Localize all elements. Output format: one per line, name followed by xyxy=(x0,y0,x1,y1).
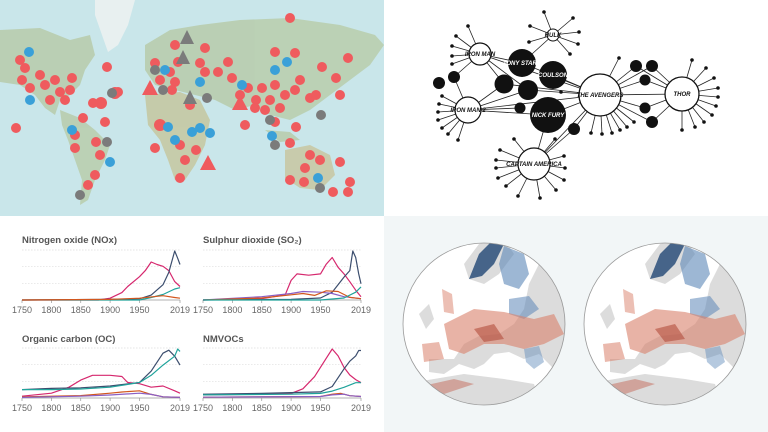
chart-so2: Sulphur dioxide (SO₂) 1750 1800 1850 1900 19… xyxy=(193,235,371,315)
europe-maps-svg xyxy=(402,242,747,406)
x-tick-label: 2019 xyxy=(351,403,371,413)
series-line-navy xyxy=(202,349,361,395)
node-label: CAPTAIN AMERICA xyxy=(506,162,562,168)
x-tick-label: 1900 xyxy=(100,403,120,413)
chart-oc: Organic carbon (OC) 1750 1800 1850 1900 1950… xyxy=(12,334,190,413)
node-captain-america[interactable]: CAPTAIN AMERICA xyxy=(506,147,562,181)
node-label: IRON MAN 2 xyxy=(450,108,486,114)
world-hazard-map xyxy=(0,0,384,216)
series-line-pink xyxy=(22,261,181,301)
node-label: TONY STARK xyxy=(503,61,542,67)
x-tick-label: 2019 xyxy=(170,403,190,413)
x-tick-label: 1800 xyxy=(222,305,242,315)
series-line-teal xyxy=(203,286,362,301)
chart-nox: Nitrogen oxide (NOx) 1750 1800 1850 1900 195… xyxy=(12,235,190,315)
x-tick-label: 1850 xyxy=(71,403,91,413)
node-thor[interactable]: THOR xyxy=(664,76,700,112)
series-line-navy xyxy=(21,349,181,391)
series-line-purple xyxy=(202,393,362,398)
x-tick-label: 2019 xyxy=(351,305,371,315)
node-tony-stark[interactable]: TONY STARK xyxy=(503,49,542,77)
series-line-orange xyxy=(202,290,362,301)
x-tick-label: 1750 xyxy=(193,305,213,315)
node-label: THE AVENGERS xyxy=(577,93,624,99)
chart-nmvocs: NMVOCs 1750 1800 1850 1900 1950 2019 xyxy=(193,334,371,413)
x-tick-label: 1900 xyxy=(281,403,301,413)
x-tick-label: 1750 xyxy=(12,305,32,315)
network-svg: IRON MAN IRON MAN 2 TONY STARK COULSON N… xyxy=(433,10,720,200)
series-line-orange xyxy=(21,295,181,301)
chart-title: Organic carbon (OC) xyxy=(22,334,115,345)
x-tick-label: 1850 xyxy=(71,305,91,315)
x-tick-label: 2019 xyxy=(170,305,190,315)
node-nick-fury[interactable]: NICK FURY xyxy=(530,97,566,133)
emissions-charts: Nitrogen oxide (NOx) 1750 1800 1850 1900 195… xyxy=(0,216,384,432)
x-tick-label: 1800 xyxy=(41,305,61,315)
node-iron-man[interactable]: IRON MAN xyxy=(465,42,496,66)
hazard-markers xyxy=(11,13,355,200)
x-tick-label: 1900 xyxy=(100,305,120,315)
x-tick-label: 1850 xyxy=(252,403,272,413)
charts-svg: Nitrogen oxide (NOx) 1750 1800 1850 1900 195… xyxy=(12,235,371,413)
x-tick-label: 1950 xyxy=(310,403,330,413)
series-line-navy xyxy=(21,250,181,301)
node-the-avengers[interactable]: THE AVENGERS xyxy=(577,73,624,117)
avengers-network-diagram: IRON MAN IRON MAN 2 TONY STARK COULSON N… xyxy=(384,0,768,216)
x-tick-label: 1800 xyxy=(41,403,61,413)
x-tick-label: 1900 xyxy=(281,305,301,315)
x-tick-label: 1950 xyxy=(129,403,149,413)
europe-river-maps xyxy=(384,216,768,432)
chart-title: Nitrogen oxide (NOx) xyxy=(22,235,117,246)
series-line-teal xyxy=(22,348,181,391)
series-line-purple xyxy=(21,392,181,398)
node-label: THOR xyxy=(674,92,692,98)
node-label: HULK xyxy=(545,33,562,39)
node-coulson[interactable]: COULSON xyxy=(538,61,569,89)
europe-map-right xyxy=(583,242,747,406)
x-tick-label: 1950 xyxy=(310,305,330,315)
series-line-pink xyxy=(21,374,181,397)
x-tick-label: 1850 xyxy=(252,305,272,315)
x-tick-label: 1750 xyxy=(193,403,213,413)
node-hulk[interactable]: HULK xyxy=(545,28,562,42)
node-label: NICK FURY xyxy=(532,113,566,119)
chart-title: NMVOCs xyxy=(203,334,244,345)
leaf-nodes xyxy=(433,10,720,200)
x-tick-label: 1950 xyxy=(129,305,149,315)
series-line-teal xyxy=(202,382,361,396)
x-tick-label: 1800 xyxy=(222,403,242,413)
series-line-pink xyxy=(202,256,362,301)
world-map-svg xyxy=(0,0,384,205)
node-iron-man-2[interactable]: IRON MAN 2 xyxy=(450,96,486,124)
series-line-teal xyxy=(22,287,181,301)
x-tick-label: 1750 xyxy=(12,403,32,413)
node-label: IRON MAN xyxy=(465,52,496,58)
node-label: COULSON xyxy=(538,73,569,79)
series-line-navy xyxy=(202,250,362,301)
europe-map-left xyxy=(402,242,566,406)
chart-title: Sulphur dioxide (SO₂) xyxy=(203,235,302,246)
series-line-purple xyxy=(202,290,362,301)
series-line-pink xyxy=(202,348,362,396)
